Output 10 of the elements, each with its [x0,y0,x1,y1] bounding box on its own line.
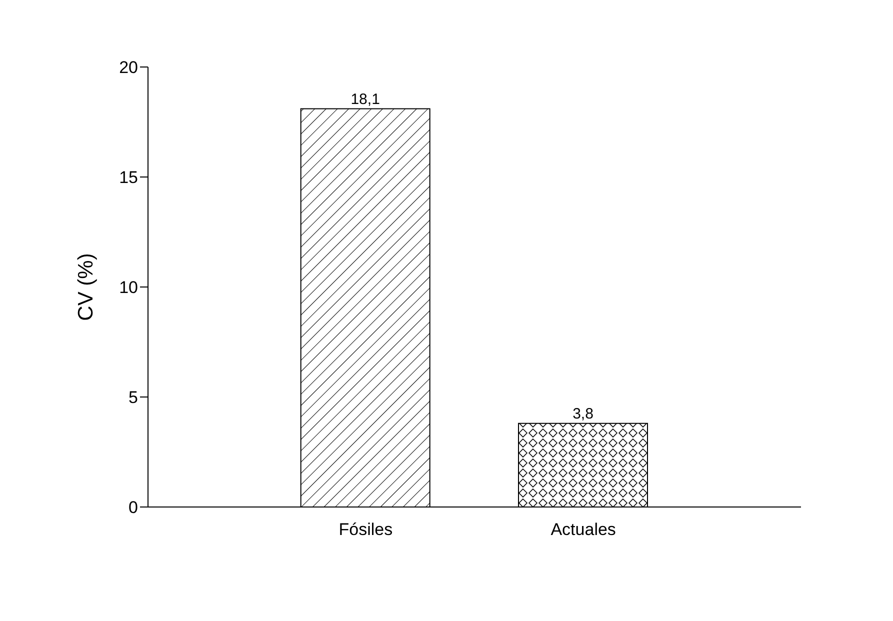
x-tick-label: Fósiles [338,520,393,540]
y-tick-label: 10 [119,278,138,298]
y-tick-label: 5 [128,388,138,408]
y-tick-label: 20 [119,58,138,78]
y-tick-label: 15 [119,168,138,188]
x-tick-label: Actuales [550,520,616,540]
data-label: 3,8 [572,405,594,422]
data-label: 18,1 [350,90,380,108]
y-axis-title: CV (%) [74,253,98,321]
y-tick-label: 0 [128,498,138,518]
